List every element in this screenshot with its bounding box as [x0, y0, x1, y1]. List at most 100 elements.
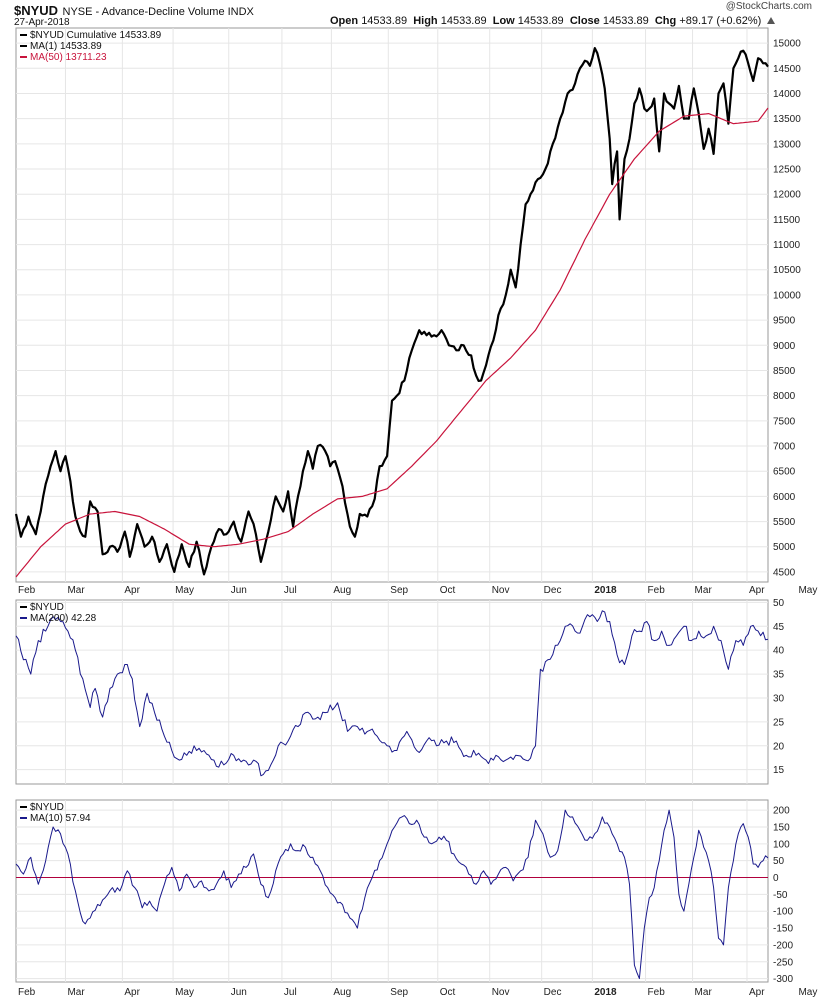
- open-label: Open: [330, 15, 359, 27]
- legend-entry: $NYUD: [30, 602, 64, 613]
- series-line-indicator: [15, 610, 769, 777]
- high-value: 14533.89: [440, 15, 487, 27]
- y-tick-label: 12500: [773, 165, 801, 176]
- y-tick-label: 20: [773, 741, 785, 752]
- legend-entry: $NYUD Cumulative 14533.89: [30, 30, 162, 41]
- y-tick-label: 200: [773, 806, 790, 817]
- x-tick-label: Feb: [648, 585, 666, 596]
- y-tick-label: 14500: [773, 64, 801, 75]
- x-tick-label: Sep: [390, 987, 408, 998]
- y-tick-label: 10500: [773, 265, 801, 276]
- x-tick-label: Apr: [124, 987, 140, 998]
- y-tick-label: 8500: [773, 366, 796, 377]
- series-line-ma: [15, 107, 769, 578]
- watermark: @StockCharts.com: [725, 1, 812, 12]
- y-tick-label: 50: [773, 598, 785, 609]
- y-tick-label: 40: [773, 646, 785, 657]
- up-arrow-icon: [767, 17, 776, 24]
- y-tick-label: 100: [773, 839, 790, 850]
- x-tick-label: 2018: [594, 987, 617, 998]
- y-tick-label: 0: [773, 873, 779, 884]
- y-tick-label: -200: [773, 940, 793, 951]
- y-tick-label: 30: [773, 693, 785, 704]
- y-tick-label: 15000: [773, 39, 801, 50]
- x-tick-label: Mar: [695, 585, 713, 596]
- y-tick-label: 13000: [773, 139, 801, 150]
- x-tick-label: Oct: [440, 585, 456, 596]
- y-tick-label: 5000: [773, 542, 796, 553]
- y-tick-label: 45: [773, 622, 785, 633]
- y-tick-label: 14000: [773, 89, 801, 100]
- x-tick-label: Mar: [67, 987, 85, 998]
- panel-frame: [15, 799, 769, 983]
- symbol: $NYUD: [14, 3, 59, 18]
- x-tick-label: Apr: [749, 987, 765, 998]
- legend-entry: MA(10) 57.94: [30, 813, 91, 824]
- ohlc-readout: Open 14533.89 High 14533.89 Low 14533.89…: [330, 15, 776, 27]
- x-tick-label: May: [798, 987, 817, 998]
- x-axis-top: Feb Mar Apr May Jun Jul Aug Sep Oct Nov Dec 2018 Feb…: [18, 585, 817, 596]
- panel-frame: [15, 27, 769, 583]
- x-tick-label: 2018: [594, 585, 617, 596]
- x-tick-label: Feb: [18, 585, 36, 596]
- close-label: Close: [569, 15, 600, 27]
- ma10-panel: -300 -250 -200 -150 -100 -50 0 50 100 150 200 $NYUD…: [15, 799, 793, 985]
- index-name: NYSE - Advance-Decline Volume INDX: [62, 6, 254, 18]
- chart-date: 27-Apr-2018: [14, 17, 70, 28]
- x-tick-label: Jul: [284, 987, 297, 998]
- x-tick-label: May: [798, 585, 817, 596]
- x-tick-label: Nov: [492, 585, 510, 596]
- legend-entry: MA(200) 42.28: [30, 613, 97, 624]
- y-tick-label: 15: [773, 765, 785, 776]
- x-tick-label: Sep: [390, 585, 408, 596]
- y-tick-label: 50: [773, 856, 785, 867]
- x-tick-label: Dec: [544, 585, 562, 596]
- y-tick-label: -150: [773, 924, 793, 935]
- y-tick-label: -250: [773, 957, 793, 968]
- legend-entry: MA(1) 14533.89: [30, 41, 102, 52]
- x-tick-label: Jun: [231, 585, 247, 596]
- y-tick-label: -100: [773, 907, 793, 918]
- x-tick-label: Mar: [695, 987, 713, 998]
- y-tick-label: -300: [773, 974, 793, 985]
- chg-label: Chg: [654, 15, 677, 27]
- x-axis-bottom: Feb Mar Apr May Jun Jul Aug Sep Oct Nov Dec 2018 Feb…: [18, 987, 817, 998]
- y-tick-label: 7000: [773, 442, 796, 453]
- x-tick-label: Aug: [333, 585, 351, 596]
- y-tick-label: 9000: [773, 341, 796, 352]
- x-tick-label: Apr: [124, 585, 140, 596]
- x-tick-label: Jun: [231, 987, 247, 998]
- series-line-price: [14, 47, 769, 576]
- y-tick-label: 13500: [773, 114, 801, 125]
- y-tick-label: -50: [773, 890, 788, 901]
- x-tick-label: May: [175, 585, 194, 596]
- panel-frame: [15, 599, 769, 785]
- y-tick-label: 4500: [773, 567, 796, 578]
- x-tick-label: Dec: [544, 987, 562, 998]
- y-tick-label: 10000: [773, 290, 801, 301]
- y-tick-label: 11000: [773, 240, 801, 251]
- x-tick-label: Oct: [440, 987, 456, 998]
- y-tick-label: 6500: [773, 467, 796, 478]
- price-panel: 4500 5000 5500 6000 6500 7000 7500 8000 8500 9000…: [14, 27, 801, 583]
- x-tick-label: Nov: [492, 987, 510, 998]
- y-tick-label: 7500: [773, 416, 796, 427]
- x-tick-label: Feb: [18, 987, 36, 998]
- open-value: 14533.89: [361, 15, 408, 27]
- y-tick-label: 11500: [773, 215, 801, 226]
- x-tick-label: Feb: [648, 987, 666, 998]
- legend-entry: $NYUD: [30, 802, 64, 813]
- title-line: $NYUD NYSE - Advance-Decline Volume INDX: [14, 2, 254, 20]
- y-tick-label: 35: [773, 670, 785, 681]
- x-tick-label: Aug: [333, 987, 351, 998]
- x-tick-label: Mar: [67, 585, 85, 596]
- y-tick-label: 25: [773, 717, 785, 728]
- x-tick-label: Apr: [749, 585, 765, 596]
- y-tick-label: 12000: [773, 190, 801, 201]
- x-tick-label: May: [175, 987, 194, 998]
- close-value: 14533.89: [602, 15, 649, 27]
- high-label: High: [413, 15, 438, 27]
- chg-value: +89.17 (+0.62%): [679, 15, 762, 27]
